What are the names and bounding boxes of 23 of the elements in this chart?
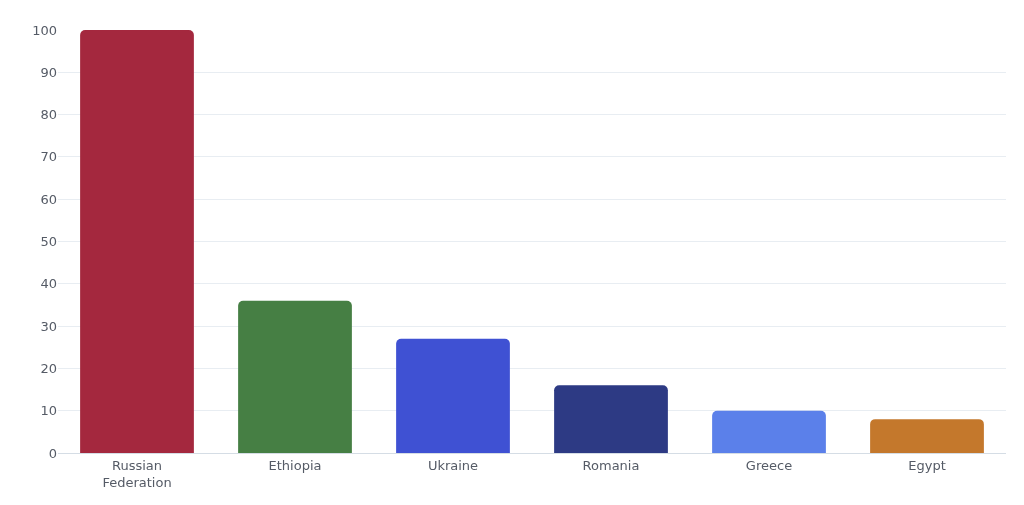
x-tick-label: Greece — [745, 457, 793, 473]
bar — [554, 385, 668, 453]
bar — [870, 419, 984, 453]
y-tick-label: 50 — [40, 234, 57, 250]
y-tick-label: 10 — [40, 403, 57, 419]
bar — [80, 30, 194, 453]
y-tick-label: 20 — [40, 360, 57, 376]
y-tick-label: 60 — [40, 191, 57, 207]
y-tick-label: 0 — [48, 445, 57, 461]
y-tick-label: 40 — [40, 276, 57, 292]
x-tick-label: Ethiopia — [268, 457, 322, 473]
x-tick-label: Ukraine — [427, 457, 479, 473]
y-tick-label: 90 — [40, 64, 57, 80]
bar — [712, 410, 826, 453]
bar — [396, 338, 510, 453]
x-tick-label: Egypt — [908, 457, 946, 473]
bar — [238, 300, 352, 453]
y-tick-label: 100 — [32, 22, 57, 38]
y-tick-label: 30 — [40, 318, 57, 334]
y-tick-label: 80 — [40, 107, 57, 123]
x-tick-label: Russian Federation — [102, 457, 172, 490]
y-tick-label: 70 — [40, 149, 57, 165]
x-tick-label: Romania — [582, 457, 640, 473]
